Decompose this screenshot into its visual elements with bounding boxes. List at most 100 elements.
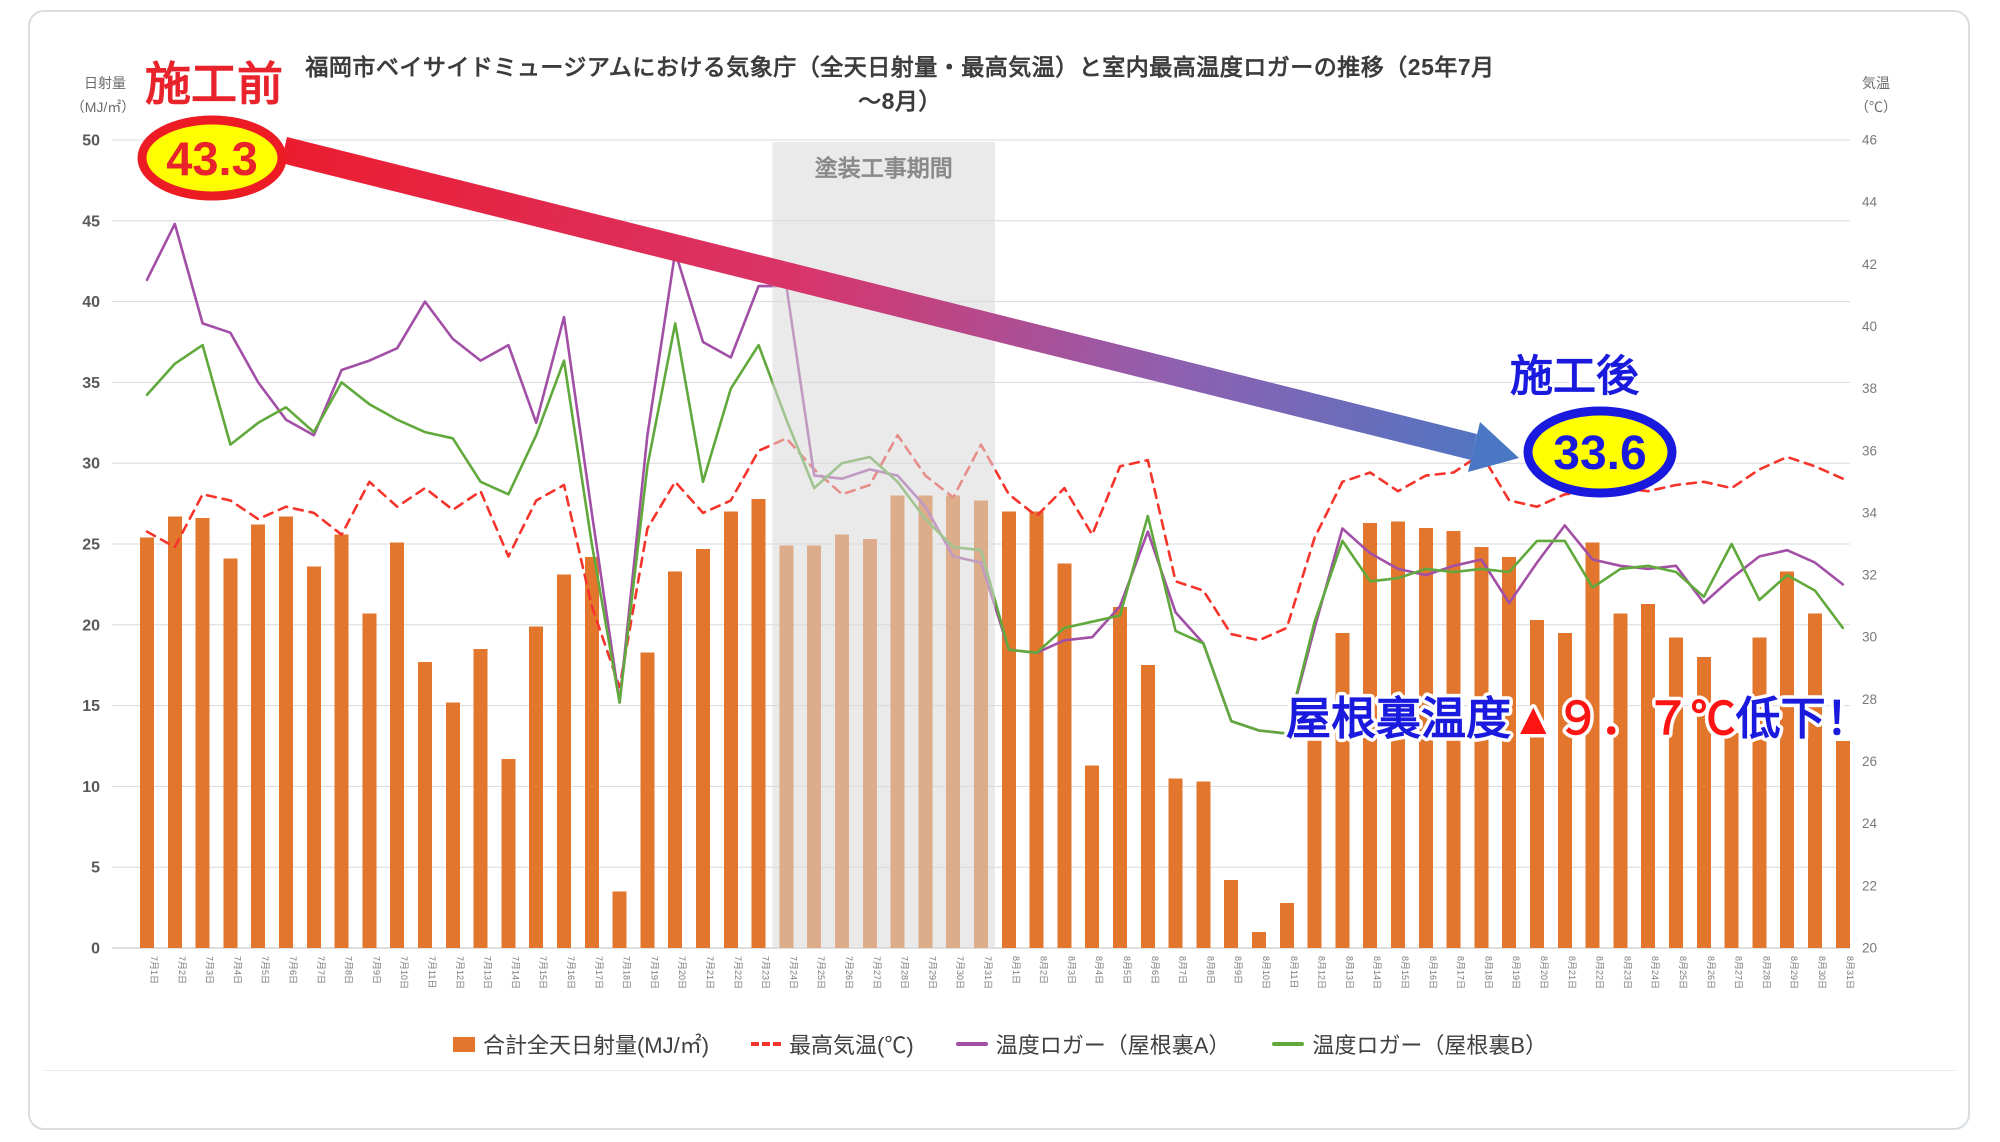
x-axis-tick: 8月1日 <box>1011 956 1021 984</box>
bar <box>751 498 766 948</box>
x-axis-tick: 7月30日 <box>955 956 965 989</box>
x-axis-tick: 7月28日 <box>900 956 910 989</box>
right-axis-tick: 28 <box>1862 692 1877 707</box>
drop-suffix: 低下！ <box>1736 693 1871 744</box>
x-axis-tick: 7月3日 <box>205 956 215 984</box>
x-axis-tick: 8月7日 <box>1178 956 1188 984</box>
left-axis-tick: 20 <box>82 617 100 634</box>
line-swatch-icon <box>955 1042 988 1046</box>
bar <box>1669 637 1683 948</box>
bar <box>529 626 544 948</box>
right-axis-tick: 34 <box>1862 505 1878 520</box>
x-axis-tick: 7月29日 <box>927 956 937 989</box>
bar <box>1224 880 1239 948</box>
x-axis-tick: 7月2日 <box>177 956 187 984</box>
bar-swatch-icon <box>452 1036 475 1052</box>
bar <box>195 518 210 948</box>
bar <box>251 524 266 948</box>
x-axis-tick: 8月27日 <box>1734 956 1744 989</box>
bar <box>1085 765 1100 948</box>
x-axis-tick: 7月13日 <box>483 956 493 989</box>
bar <box>1029 511 1044 948</box>
trend-arrow-head <box>1468 422 1519 472</box>
right-axis-tick: 36 <box>1862 443 1877 458</box>
axes: 0 5 10 15 20 25 30 35 40 45 50 20 22 24 26 28 30 32 34 36 38… <box>71 75 1897 989</box>
bar <box>1363 522 1378 948</box>
legend-item-logger-a: 温度ロガー（屋根裏A） <box>955 1028 1230 1060</box>
bar <box>696 548 710 948</box>
temperature-drop-callout: 屋根裏温度▲９．７℃低下！ <box>1286 693 1871 744</box>
right-axis-tick: 44 <box>1862 195 1878 210</box>
axis-title: （℃） <box>1855 99 1897 115</box>
x-axis-tick: 8月24日 <box>1650 956 1660 989</box>
bar <box>279 516 293 948</box>
axis-title: 日射量 <box>84 75 126 91</box>
before-value-ellipse <box>137 115 287 201</box>
left-axis-tick: 35 <box>82 375 100 392</box>
bar <box>473 649 488 948</box>
legend-label: 温度ロガー（屋根裏B） <box>1312 1033 1548 1058</box>
x-axis-tick: 7月20日 <box>677 956 687 989</box>
x-axis-tick: 8月17日 <box>1456 956 1466 989</box>
bar <box>1252 931 1266 948</box>
line-最高気温(℃) <box>145 433 1845 689</box>
x-axis-tick: 7月19日 <box>649 956 659 989</box>
x-axis-tick: 7月12日 <box>455 956 465 989</box>
construction-band-rect <box>772 142 995 948</box>
x-axis-tick: 8月12日 <box>1317 956 1327 989</box>
chart-title: 福岡市ベイサイドミュージアムにおける気象庁（全天日射量・最高気温）と室内最高温度… <box>305 54 1495 114</box>
x-axis-tick: 8月6日 <box>1150 956 1160 984</box>
x-axis-tick: 8月9日 <box>1233 956 1243 984</box>
right-axis-tick: 26 <box>1862 754 1877 769</box>
x-axis-tick: 8月10日 <box>1261 956 1271 989</box>
x-axis-tick: 8月13日 <box>1344 956 1354 989</box>
legend-label: 最高気温(℃) <box>789 1033 914 1058</box>
bar <box>1057 563 1072 948</box>
bar <box>223 558 238 948</box>
x-axis-tick: 8月30日 <box>1817 956 1827 989</box>
x-axis-tick: 7月9日 <box>371 956 381 984</box>
bar <box>362 613 377 948</box>
x-axis-tick: 7月8日 <box>344 956 354 984</box>
bar <box>140 537 154 948</box>
bar <box>612 891 627 948</box>
x-axis-tick: 7月22日 <box>733 956 743 989</box>
x-axis-tick: 8月11日 <box>1289 956 1299 988</box>
before-label: 施工前 <box>145 58 283 110</box>
bar <box>1808 613 1822 948</box>
x-axis-tick: 8月28日 <box>1761 956 1771 989</box>
x-axis-tick: 8月29日 <box>1789 956 1799 989</box>
left-axis-tick: 40 <box>82 294 100 311</box>
x-axis-tick: 8月2日 <box>1039 956 1049 984</box>
x-axis-tick: 7月26日 <box>844 956 854 989</box>
drop-delta: ▲９．７℃ <box>1511 693 1736 744</box>
left-axis-tick: 25 <box>82 537 100 554</box>
bar <box>1557 632 1572 948</box>
legend-item-maxtemp: 最高気温(℃) <box>751 1028 914 1060</box>
bar <box>1502 556 1517 948</box>
x-axis-tick: 8月25日 <box>1678 956 1688 989</box>
axis-title: （MJ/㎡） <box>71 99 136 115</box>
bar <box>723 511 738 948</box>
x-axis-tick: 7月21日 <box>705 956 715 989</box>
right-axis-tick: 22 <box>1862 878 1877 893</box>
x-axis-tick: 8月8日 <box>1205 956 1215 984</box>
x-axis-tick: 8月22日 <box>1595 956 1605 989</box>
x-axis-tick: 8月19日 <box>1511 956 1521 989</box>
left-axis-tick: 30 <box>82 456 100 473</box>
x-axis-tick: 7月14日 <box>510 956 520 989</box>
right-axis-tick: 40 <box>1862 319 1877 334</box>
x-axis-tick: 7月11日 <box>427 956 437 988</box>
x-axis-tick: 7月16日 <box>566 956 576 989</box>
legend-label: 合計全天日射量(MJ/㎡) <box>482 1033 710 1058</box>
x-axis-tick: 7月10日 <box>399 956 409 989</box>
bar <box>1446 531 1461 948</box>
drop-prefix: 屋根裏温度 <box>1286 693 1511 744</box>
x-axis-tick: 7月24日 <box>788 956 798 989</box>
legend-item-logger-b: 温度ロガー（屋根裏B） <box>1272 1028 1547 1060</box>
x-axis-tick: 8月23日 <box>1622 956 1632 989</box>
bar <box>306 566 321 948</box>
x-axis-tick: 8月16日 <box>1428 956 1438 989</box>
